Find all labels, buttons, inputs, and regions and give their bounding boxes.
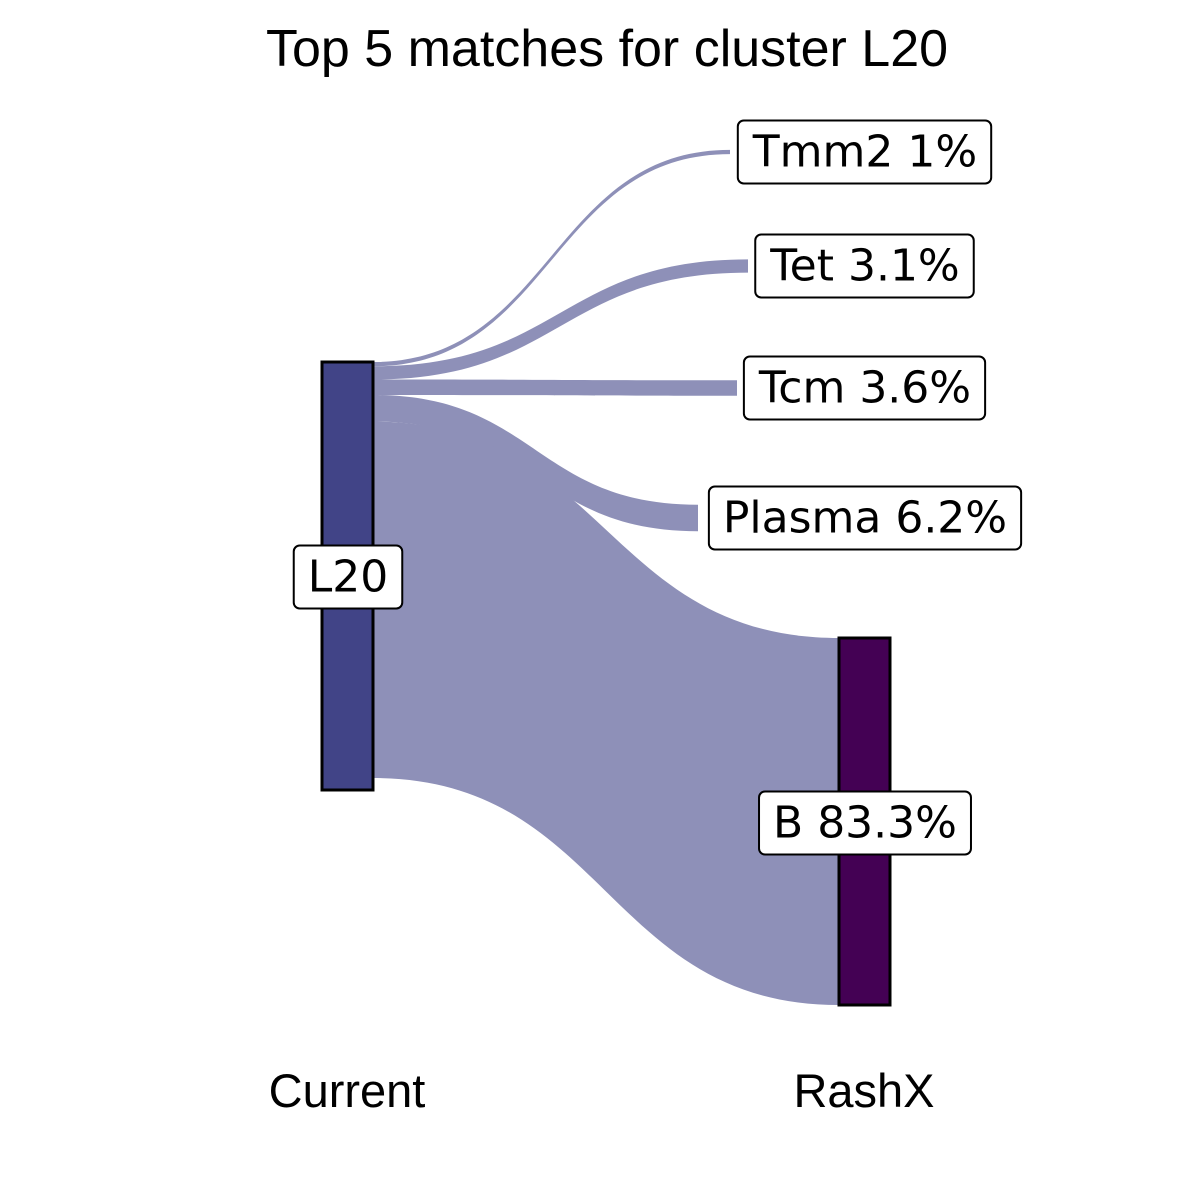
axis-label-current: Current (269, 1064, 426, 1117)
svg-text:B 83.3%: B 83.3% (773, 798, 957, 849)
svg-text:Tcm 3.6%: Tcm 3.6% (758, 363, 971, 414)
label-tcm: Tcm 3.6% (742, 355, 987, 421)
flow-tmm2 (373, 149, 730, 367)
svg-text:Tmm2 1%: Tmm2 1% (752, 127, 977, 178)
label-plasma-box (707, 485, 1023, 551)
label-b-box (758, 790, 972, 856)
flow-tet (373, 259, 748, 380)
label-b: B 83.3% (758, 790, 972, 856)
svg-text:Plasma 6.2%: Plasma 6.2% (723, 493, 1007, 544)
flows-group (373, 149, 839, 1005)
svg-text:L20: L20 (308, 552, 389, 603)
label-l20-box (292, 544, 404, 610)
labels-group: L20 Tmm2 1% Tet 3.1% Tcm 3.6% Plasma 6.2% B 8… (292, 119, 1023, 856)
label-plasma: Plasma 6.2% (707, 485, 1023, 551)
flow-plasma (373, 394, 698, 532)
chart-title: Top 5 matches for cluster L20 (266, 20, 948, 78)
label-l20: L20 (292, 544, 404, 610)
label-tet-box (754, 233, 975, 299)
flow-b (373, 421, 839, 1005)
svg-text:Tet 3.1%: Tet 3.1% (769, 241, 960, 292)
label-tcm-box (742, 355, 987, 421)
label-tmm2-box (736, 119, 993, 185)
flow-tcm (373, 379, 737, 396)
label-tet: Tet 3.1% (754, 233, 975, 299)
label-tmm2: Tmm2 1% (736, 119, 993, 185)
axis-label-rashx: RashX (793, 1064, 934, 1117)
